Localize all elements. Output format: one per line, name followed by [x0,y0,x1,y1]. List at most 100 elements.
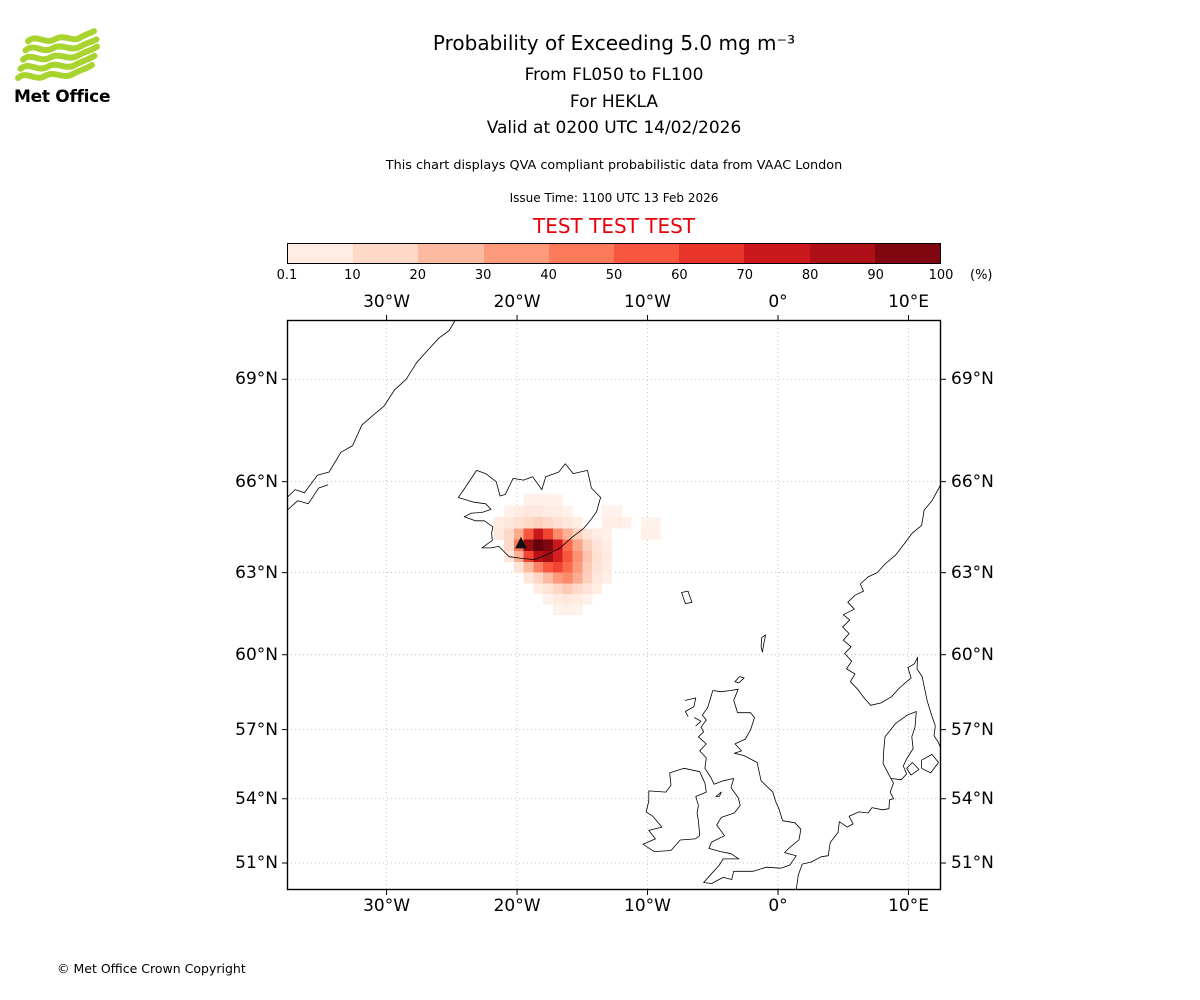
prob-cell [533,493,544,506]
prob-cell [543,583,554,595]
lat-label-right: 54°N [951,788,994,809]
colorbar-tick-label: 60 [671,268,688,283]
lon-label-top: 20°W [493,292,541,312]
lon-label-bottom: 10°E [888,896,929,916]
prob-cell [513,517,524,529]
coastline-continental-europe [795,778,894,890]
prob-cell [601,550,612,563]
axis-ticks [282,315,946,895]
prob-cell [611,505,622,518]
met-office-logo-text: Met Office [14,87,111,107]
colorbar-segment [614,244,680,263]
map-svg [282,315,946,895]
colorbar-segment [353,244,419,263]
test-banner: TEST TEST TEST [532,214,695,238]
prob-cell [592,550,603,563]
prob-cell [601,528,612,540]
subtitle-volcano: For HEKLA [569,92,659,112]
prob-cell [650,517,661,529]
coastlines [287,320,941,890]
prob-cell [552,550,563,563]
coastline-skye [694,717,702,727]
lat-label-right: 60°N [951,644,994,665]
coastline-shetland [760,634,766,653]
prob-cell [523,550,534,563]
colorbar-labels: (%) 0.1 10 20 30 40 50 60 70 80 90 100 [277,268,993,284]
coastline-greenland-offshore [287,484,329,511]
prob-cell [552,517,563,529]
prob-cell [562,561,573,573]
prob-cell [504,517,515,529]
prob-cell [523,539,534,552]
lon-label-top: 10°E [888,292,929,312]
prob-cell [582,528,593,540]
prob-cell [572,561,583,573]
prob-cell [523,493,534,506]
colorbar-tick-label: 30 [474,268,492,283]
prob-cell [552,604,563,615]
prob-cell [552,505,563,518]
coastline-outer-hebrides [685,697,697,717]
coastline-great-britain [698,688,802,884]
colorbar-segment [679,244,745,263]
prob-cell [582,583,593,595]
prob-cell [641,517,652,529]
prob-cell [601,572,612,584]
prob-cell [543,561,554,573]
prob-cell [533,583,544,595]
coastline-norway [842,483,941,750]
prob-cell [562,528,573,540]
prob-cell [562,583,573,595]
prob-cell [543,505,554,518]
lat-label-left: 54°N [235,788,278,809]
prob-cell [523,572,534,584]
prob-cell [533,539,544,552]
page-title: Probability of Exceeding 5.0 mg m⁻³ [432,31,796,55]
prob-cell [592,539,603,552]
prob-cell [601,539,612,552]
issue-time: Issue Time: 1100 UTC 13 Feb 2026 [509,191,719,205]
prob-cell [562,517,573,529]
prob-cell [552,561,563,573]
prob-cell [543,517,554,529]
prob-cell [543,572,554,584]
prob-cell [562,505,573,518]
colorbar-tick-label: 50 [605,268,623,283]
probability-cells [494,493,661,615]
prob-cell [572,593,583,605]
prob-cell [611,517,622,529]
coastline-orkney [734,676,745,684]
prob-cell [621,517,632,529]
prob-cell [533,550,544,563]
lon-label-bottom: 20°W [493,896,541,916]
map-panel [282,315,946,895]
prob-cell [572,517,583,529]
colorbar-segment [744,244,810,263]
lon-label-top: 10°W [624,292,672,312]
lat-label-right: 66°N [951,471,994,492]
colorbar-segment [548,244,615,263]
prob-cell [552,593,563,605]
prob-cell [562,593,573,605]
colorbar-tick-label: 80 [801,268,819,283]
prob-cell [592,528,603,540]
prob-cell [552,572,563,584]
copyright-notice: © Met Office Crown Copyright [57,961,246,976]
prob-cell [513,528,524,540]
colorbar-segment [809,244,875,263]
colorbar-tick-label: 70 [736,268,754,283]
prob-cell [562,604,573,615]
colorbar-segment [483,244,549,263]
prob-cell [533,561,544,573]
lat-label-left: 66°N [235,471,278,492]
coastline-isle-of-man [715,791,722,797]
colorbar-segment [288,244,354,263]
prob-cell [504,528,515,540]
lat-label-right: 63°N [951,562,994,583]
prob-cell [572,550,583,563]
prob-cell [582,550,593,563]
grid-lines [287,320,941,890]
prob-cell [543,550,554,563]
prob-cell [494,517,505,529]
lon-label-bottom: 0° [768,896,788,916]
